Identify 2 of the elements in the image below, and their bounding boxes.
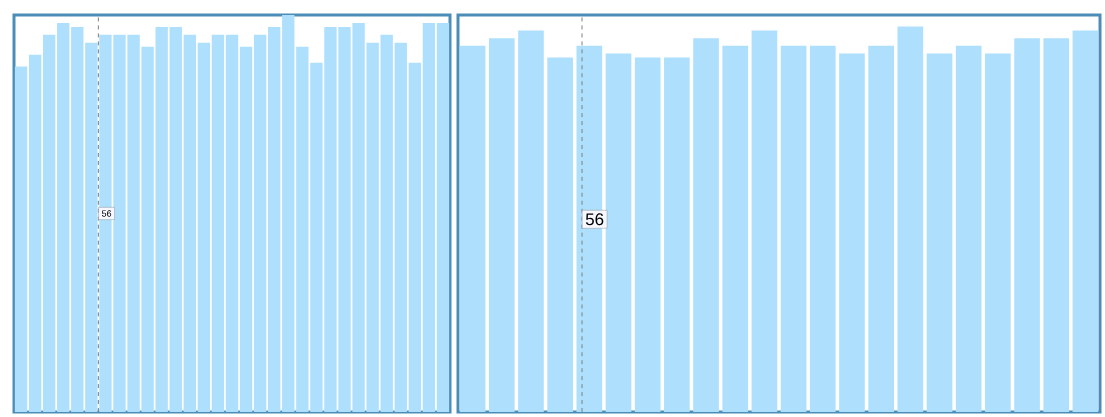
annotation: 56 [101,210,112,217]
annotation: 56 [585,213,604,226]
